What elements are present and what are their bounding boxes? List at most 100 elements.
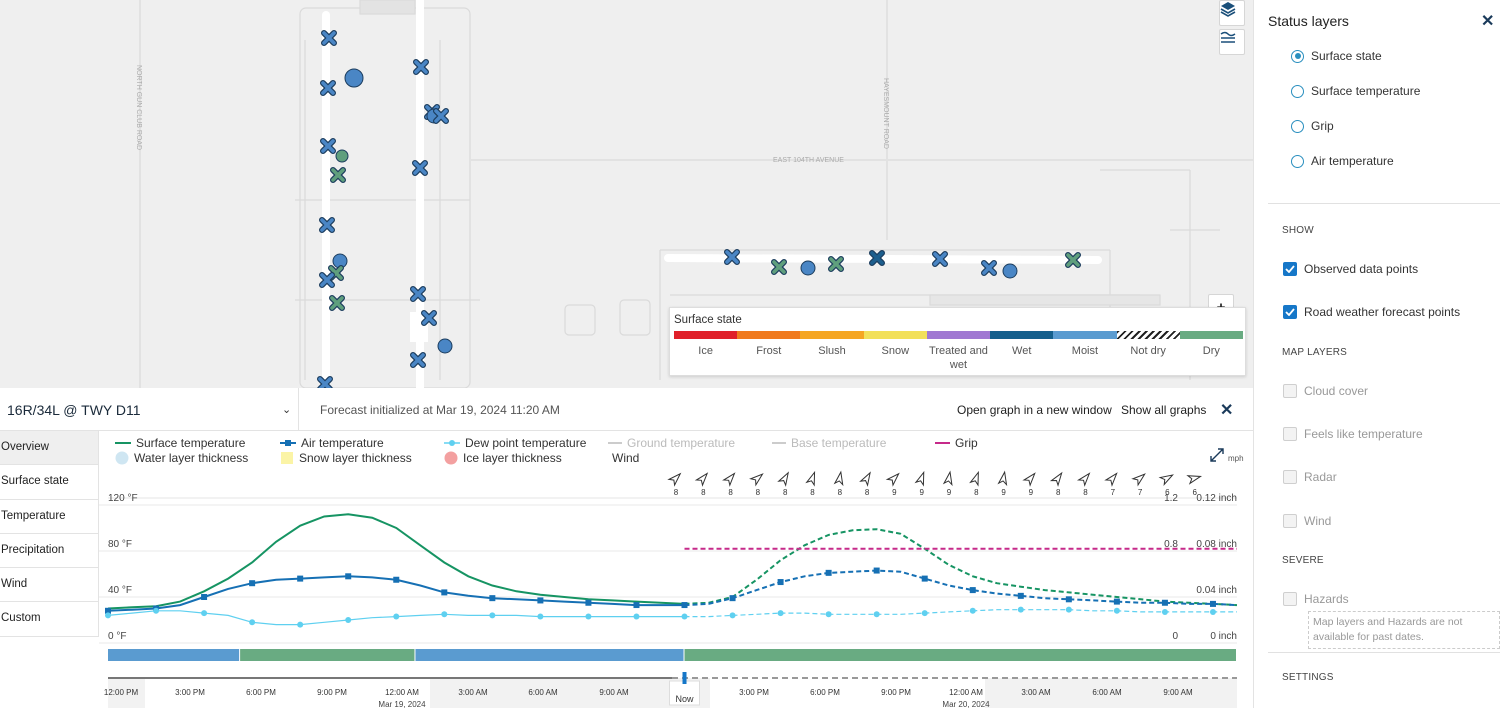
checkbox-unchecked[interactable] [1283,514,1297,528]
thickness-tick-label: 0.04 inch [1196,585,1237,596]
radio-surface-temperature[interactable]: Surface temperature [1291,84,1420,98]
x-tick-label: 6:00 AM [528,688,558,697]
air-temp-marker [441,589,448,596]
legend-label: Wind [612,451,640,465]
air-temp-marker [249,580,256,587]
legend-swatch [1116,331,1180,339]
legend-ground-temperature[interactable]: Ground temperature [608,436,735,450]
wind-arrow-icon [969,470,979,487]
chevron-down-icon[interactable]: ⌄ [282,404,292,416]
open-graph-link[interactable]: Open graph in a new window [957,403,1112,417]
tab-custom[interactable]: Custom [0,602,99,637]
legend-wind[interactable]: Wind [612,451,639,465]
layers-button[interactable] [1219,0,1245,26]
thickness-tick-label: 0.08 inch [1196,539,1237,550]
air-temp-marker [345,573,352,580]
checkbox-radar[interactable]: Radar [1283,470,1337,484]
legend-air-temperature[interactable]: Air temperature [280,436,384,450]
forecast-point-marker [318,377,332,388]
road-label-north-gun-club: NORTH GUN CLUB ROAD [135,65,142,150]
hazards-note: Map layers and Hazards are not available… [1308,611,1500,649]
now-label: Now [676,694,695,704]
x-tick-label: 12:00 PM [104,688,139,697]
tab-surface-state[interactable]: Surface state [0,465,99,500]
radio-label: Air temperature [1311,154,1394,168]
legend-label: Ice layer thickness [463,451,562,465]
dew-point-marker [153,607,160,614]
wind-arrow-icon [777,471,789,487]
checkbox-checked[interactable] [1283,262,1297,276]
legend-snow-layer[interactable]: Snow layer thickness [280,451,412,465]
forecast-point-marker [331,168,345,182]
line-swatch-icon [115,442,131,444]
wind-speed-label: 9 [919,488,924,497]
air-temp-marker [1113,598,1120,605]
legend-grip[interactable]: Grip [935,436,978,450]
divider [298,388,299,431]
radio-indicator[interactable] [1291,84,1304,98]
legend-ice-layer[interactable]: Ice layer thickness [444,451,562,465]
wind-arrow-icon [694,472,709,487]
radio-indicator[interactable] [1291,49,1304,63]
wind-speed-label: 8 [756,488,761,497]
wind-speed-label: 8 [674,488,679,497]
road-label-hayesmount: HAYESMOUNT ROAD [882,78,889,149]
settings-header[interactable]: SETTINGS [1282,672,1334,683]
legend-label: Surface temperature [136,436,246,450]
close-icon[interactable]: ✕ [1220,402,1234,419]
x-date-label: Mar 19, 2024 [378,700,426,708]
tab-precipitation[interactable]: Precipitation [0,533,99,569]
legend-water-layer[interactable]: Water layer thickness [115,451,248,465]
line-swatch-icon [608,442,622,444]
forecast-point-marker [434,109,448,123]
checkbox-observed-data-points[interactable]: Observed data points [1283,262,1418,276]
x-tick-label: 6:00 AM [1092,688,1122,697]
map-canvas[interactable]: NORTH GUN CLUB ROAD HAYESMOUNT ROAD EAST… [0,0,1253,388]
legend-item-label: Snow [881,345,910,357]
graph-toggle-button[interactable] [1219,29,1245,55]
radio-grip[interactable]: Grip [1291,119,1334,133]
radio-air-temperature[interactable]: Air temperature [1291,154,1394,168]
legend-base-temperature[interactable]: Base temperature [772,436,886,450]
tab-temperature[interactable]: Temperature [0,499,99,534]
dew-point-marker [105,612,111,619]
checkbox-feels-like[interactable]: Feels like temperature [1283,427,1423,441]
legend-surface-temperature[interactable]: Surface temperature [115,436,245,450]
grip-tick-label: 0.8 [1164,539,1178,550]
legend-label: Snow layer thickness [299,451,412,465]
radio-surface-state[interactable]: Surface state [1291,49,1382,63]
series-line-forecast [684,528,1238,607]
checkbox-wind[interactable]: Wind [1283,514,1331,528]
checkbox-unchecked[interactable] [1283,470,1297,484]
show-all-graphs-link[interactable]: Show all graphs [1121,403,1207,417]
wind-arrow-icon [1076,472,1091,487]
overview-chart[interactable]: 8 8 8 8 8 8 8 8 9 9 9 8 9 9 8 8 7 7 6 6 120 °F 80 °F 40 °F 0 °… [0,388,1253,708]
tab-wind[interactable]: Wind [0,568,99,603]
air-temp-marker [1065,596,1072,603]
expand-icon[interactable] [1209,447,1225,463]
checkbox-cloud-cover[interactable]: Cloud cover [1283,384,1368,398]
map-view[interactable]: NORTH GUN CLUB ROAD HAYESMOUNT ROAD EAST… [0,0,1253,388]
checkbox-checked[interactable] [1283,305,1297,319]
legend-label: Water layer thickness [134,451,249,465]
radio-indicator[interactable] [1291,119,1304,133]
location-selector[interactable]: 16R/34L @ TWY D11 [7,402,141,418]
circle-swatch-icon [444,451,458,465]
checkbox-unchecked[interactable] [1283,592,1297,606]
checkbox-forecast-points[interactable]: Road weather forecast points [1283,305,1460,319]
wind-arrow-icon [942,470,953,487]
checkbox-label: Feels like temperature [1304,427,1423,441]
air-temp-marker [297,575,304,582]
tab-overview[interactable]: Overview [0,431,99,466]
checkbox-unchecked[interactable] [1283,427,1297,441]
checkbox-hazards[interactable]: Hazards [1283,592,1349,606]
close-icon[interactable]: ✕ [1481,13,1495,30]
checkbox-unchecked[interactable] [1283,384,1297,398]
checkbox-label: Road weather forecast points [1304,305,1461,319]
air-temp-marker [1017,592,1024,599]
radio-indicator[interactable] [1291,154,1304,168]
wind-arrow-icon [667,472,682,487]
legend-dew-point[interactable]: Dew point temperature [444,436,586,450]
series-line-forecast [684,609,1237,618]
wind-arrow-icon [885,472,900,487]
